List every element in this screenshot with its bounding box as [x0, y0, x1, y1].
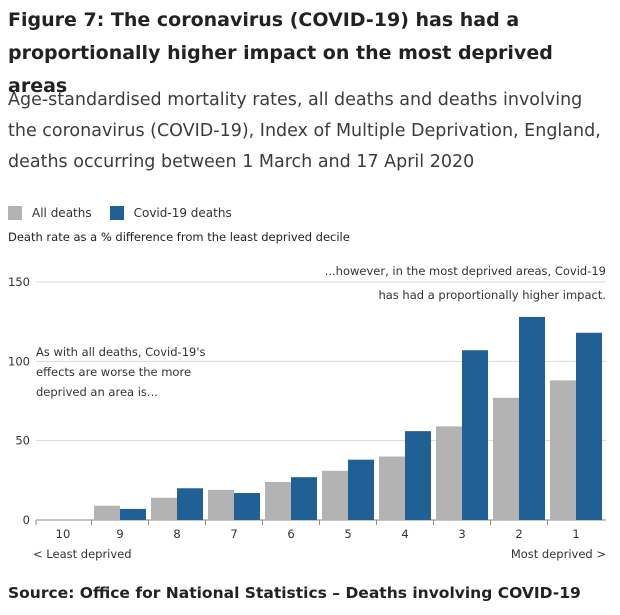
- y-tick-label: 50: [15, 434, 30, 448]
- y-axis-label: Death rate as a % difference from the le…: [8, 230, 350, 244]
- bar-all-deaths: [379, 456, 405, 520]
- bar-covid-deaths: [291, 477, 317, 520]
- bar-covid-deaths: [120, 508, 146, 520]
- legend-item-all-deaths: All deaths: [8, 206, 92, 220]
- bar-covid-deaths: [462, 350, 488, 520]
- bar-all-deaths: [208, 489, 234, 520]
- chart-title: Figure 7: The coronavirus (COVID-19) has…: [8, 9, 553, 97]
- bar-all-deaths: [265, 481, 291, 520]
- legend: All deaths Covid-19 deaths: [8, 206, 250, 220]
- x-tick-label: 1: [572, 527, 579, 541]
- bar-covid-deaths: [177, 488, 203, 520]
- bar-chart: 0 50 100 150 10 9 8 7 6 5 4 3 2 1 < Least deprived Most…: [8, 264, 606, 561]
- x-tick-label: 3: [458, 527, 465, 541]
- x-tick-label: 9: [116, 527, 123, 541]
- bar-covid-deaths: [234, 493, 260, 520]
- x-tick-label: 2: [515, 527, 522, 541]
- legend-swatch-covid-deaths: [109, 206, 124, 220]
- source-note: Source: Office for National Statistics –…: [8, 584, 581, 602]
- legend-label-all-deaths: All deaths: [32, 206, 92, 220]
- x-tick-label: 4: [401, 527, 408, 541]
- annotation-right-line: ...however, in the most deprived areas, …: [325, 264, 606, 278]
- x-tick-label: 8: [173, 527, 180, 541]
- x-axis-note-least-deprived: < Least deprived: [33, 547, 132, 561]
- y-tick-label: 0: [23, 513, 30, 527]
- x-tick-label: 5: [344, 527, 351, 541]
- bar-all-deaths: [151, 497, 177, 520]
- annotation-right-line: has had a proportionally higher impact.: [378, 288, 606, 302]
- annotation-left-line: As with all deaths, Covid-19's: [36, 345, 206, 359]
- bar-all-deaths: [550, 380, 576, 520]
- bar-all-deaths: [94, 505, 120, 520]
- bar-covid-deaths: [576, 332, 602, 520]
- x-tick-label: 7: [230, 527, 237, 541]
- chart-subtitle: Age-standardised mortality rates, all de…: [8, 90, 601, 172]
- bar-all-deaths: [436, 426, 462, 520]
- legend-swatch-all-deaths: [8, 206, 22, 220]
- x-tick-label: 6: [287, 527, 294, 541]
- annotation-left-line: deprived an area is...: [36, 385, 158, 399]
- y-tick-label: 100: [8, 354, 30, 368]
- bar-covid-deaths: [348, 459, 374, 520]
- y-tick-label: 150: [8, 275, 30, 289]
- bar-all-deaths: [322, 470, 348, 520]
- annotation-left-line: effects are worse the more: [36, 365, 191, 379]
- legend-label-covid-deaths: Covid-19 deaths: [133, 206, 232, 220]
- x-tick-label: 10: [56, 527, 71, 541]
- bar-covid-deaths: [519, 316, 545, 520]
- legend-item-covid-deaths: Covid-19 deaths: [109, 206, 232, 220]
- bar-all-deaths: [493, 397, 519, 520]
- x-axis-note-most-deprived: Most deprived >: [511, 547, 606, 561]
- bar-covid-deaths: [405, 431, 431, 520]
